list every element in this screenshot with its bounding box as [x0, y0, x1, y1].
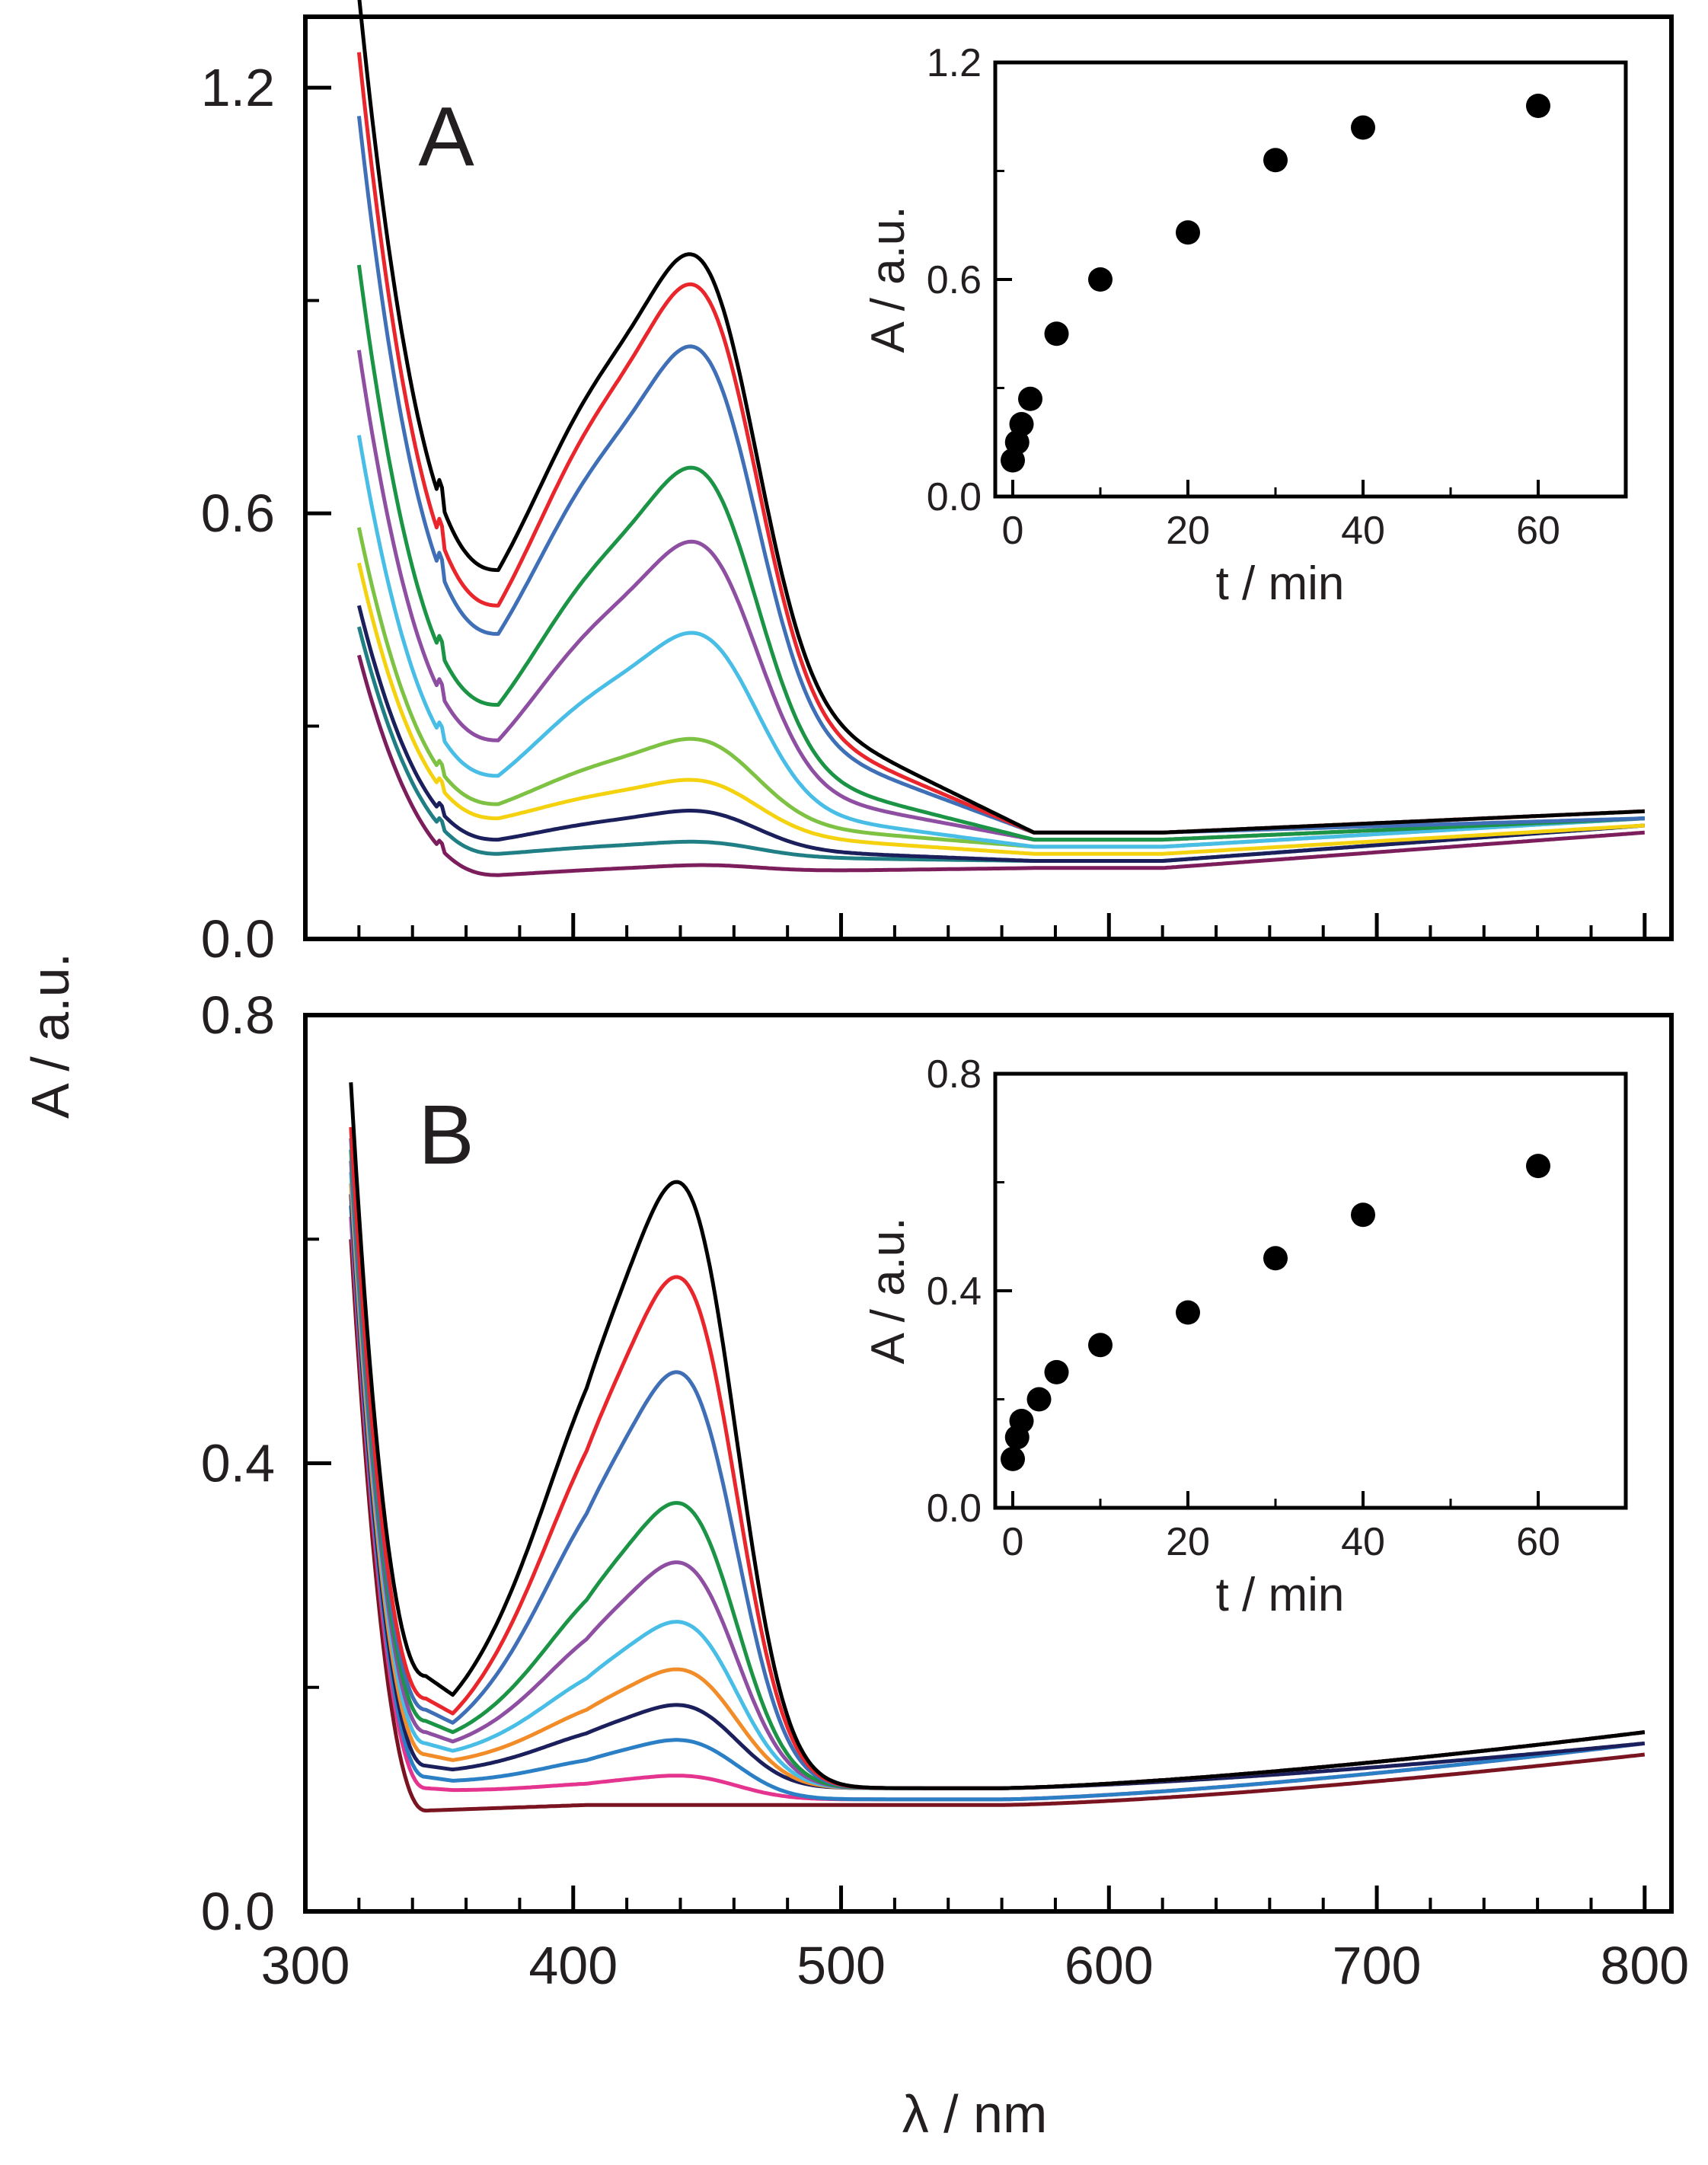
- inset-x-axis-title: t / min: [1216, 557, 1345, 610]
- series-group: [349, 1082, 1646, 1813]
- inset-chart: 0 20 40 60 0.0 0.6 1.2 t / min A / a.u.: [862, 41, 1628, 610]
- series-line-t1: [357, 0, 1645, 835]
- x-tick-label: 300: [261, 1936, 350, 1995]
- inset-x-tick-label: 40: [1341, 509, 1385, 553]
- inset-y-tick-label: 0.0: [927, 1486, 982, 1531]
- inset-y-tick-label: 0.4: [927, 1269, 982, 1314]
- inset-data-point: [1176, 220, 1200, 245]
- inset-data-point: [1044, 1359, 1069, 1384]
- inset-data-point: [1009, 1409, 1034, 1433]
- x-tick-label: 600: [1065, 1936, 1154, 1995]
- inset-data-point: [1001, 1446, 1025, 1471]
- inset-frame: [993, 1071, 1628, 1510]
- inset-y-tick-label: 0.6: [927, 258, 982, 302]
- x-tick-label: 700: [1333, 1936, 1422, 1995]
- inset-x-tick-label: 60: [1516, 509, 1560, 553]
- x-tick-label: 800: [1600, 1936, 1689, 1995]
- inset-data-point: [1088, 1333, 1113, 1358]
- inset-x-tick-label: 20: [1166, 1520, 1210, 1564]
- y-tick-label: 0.6: [201, 484, 275, 543]
- series-line-t4: [356, 264, 1645, 842]
- panel-b-chart: 300 400 500 600 700 800 0.0 0.4 0.8 B 0 20 40 60 0.0 0.…: [201, 985, 1690, 1995]
- inset-data-point: [1351, 1202, 1375, 1228]
- y-tick-label: 0.0: [201, 909, 275, 969]
- shared-x-axis-title: λ / nm: [902, 2084, 1048, 2144]
- shared-y-axis-title: A / a.u.: [21, 953, 80, 1119]
- y-tick-label: 1.2: [201, 58, 275, 117]
- inset-data-point: [1351, 115, 1375, 140]
- y-tick-label: 0.8: [201, 985, 275, 1045]
- series-line-t1: [349, 1082, 1646, 1790]
- inset-x-tick-label: 40: [1341, 1520, 1385, 1564]
- inset-x-tick-label: 60: [1516, 1520, 1560, 1564]
- inset-y-tick-label: 0.0: [927, 475, 982, 519]
- inset-y-tick-label: 1.2: [927, 41, 982, 85]
- series-line-t11: [349, 1239, 1646, 1813]
- panel-letter: A: [418, 90, 474, 184]
- inset-x-tick-label: 0: [1002, 1520, 1024, 1564]
- inset-y-axis-title: A / a.u.: [862, 206, 915, 353]
- inset-data-point: [1009, 412, 1034, 436]
- inset-data-point: [1044, 321, 1069, 346]
- x-tick-label: 400: [528, 1936, 618, 1995]
- series-line-t8: [356, 562, 1645, 856]
- x-tick-label: 500: [797, 1936, 886, 1995]
- y-tick-label: 0.4: [201, 1434, 275, 1493]
- panel-a-chart: 0.0 0.6 1.2 A 0 20 40 60 0.0 0.6 1.2 t / min A / a.u…: [201, 0, 1674, 969]
- inset-chart: 0 20 40 60 0.0 0.4 0.8 t / min A / a.u.: [862, 1052, 1628, 1621]
- inset-data-point: [1263, 1246, 1288, 1271]
- series-line-t7: [356, 527, 1645, 849]
- inset-y-axis-title: A / a.u.: [862, 1217, 915, 1364]
- inset-data-point: [1088, 267, 1113, 292]
- series-line-t9: [356, 605, 1645, 863]
- inset-x-tick-label: 0: [1002, 509, 1024, 553]
- inset-y-tick-label: 0.8: [927, 1052, 982, 1097]
- series-group: [356, 0, 1645, 877]
- plot-frame: [303, 14, 1674, 941]
- inset-data-point: [1176, 1300, 1200, 1325]
- inset-data-point: [1026, 1387, 1052, 1412]
- inset-data-point: [1526, 1154, 1550, 1179]
- series-line-t9: [349, 1205, 1646, 1802]
- series-line-t11: [356, 654, 1645, 877]
- series-line-t6: [356, 435, 1645, 849]
- y-tick-label: 0.0: [201, 1882, 275, 1941]
- inset-x-tick-label: 20: [1166, 509, 1210, 553]
- inset-data-point: [1018, 386, 1042, 411]
- panel-letter: B: [418, 1088, 474, 1182]
- inset-data-point: [1526, 94, 1550, 118]
- inset-x-axis-title: t / min: [1216, 1569, 1345, 1621]
- inset-data-point: [1263, 148, 1288, 173]
